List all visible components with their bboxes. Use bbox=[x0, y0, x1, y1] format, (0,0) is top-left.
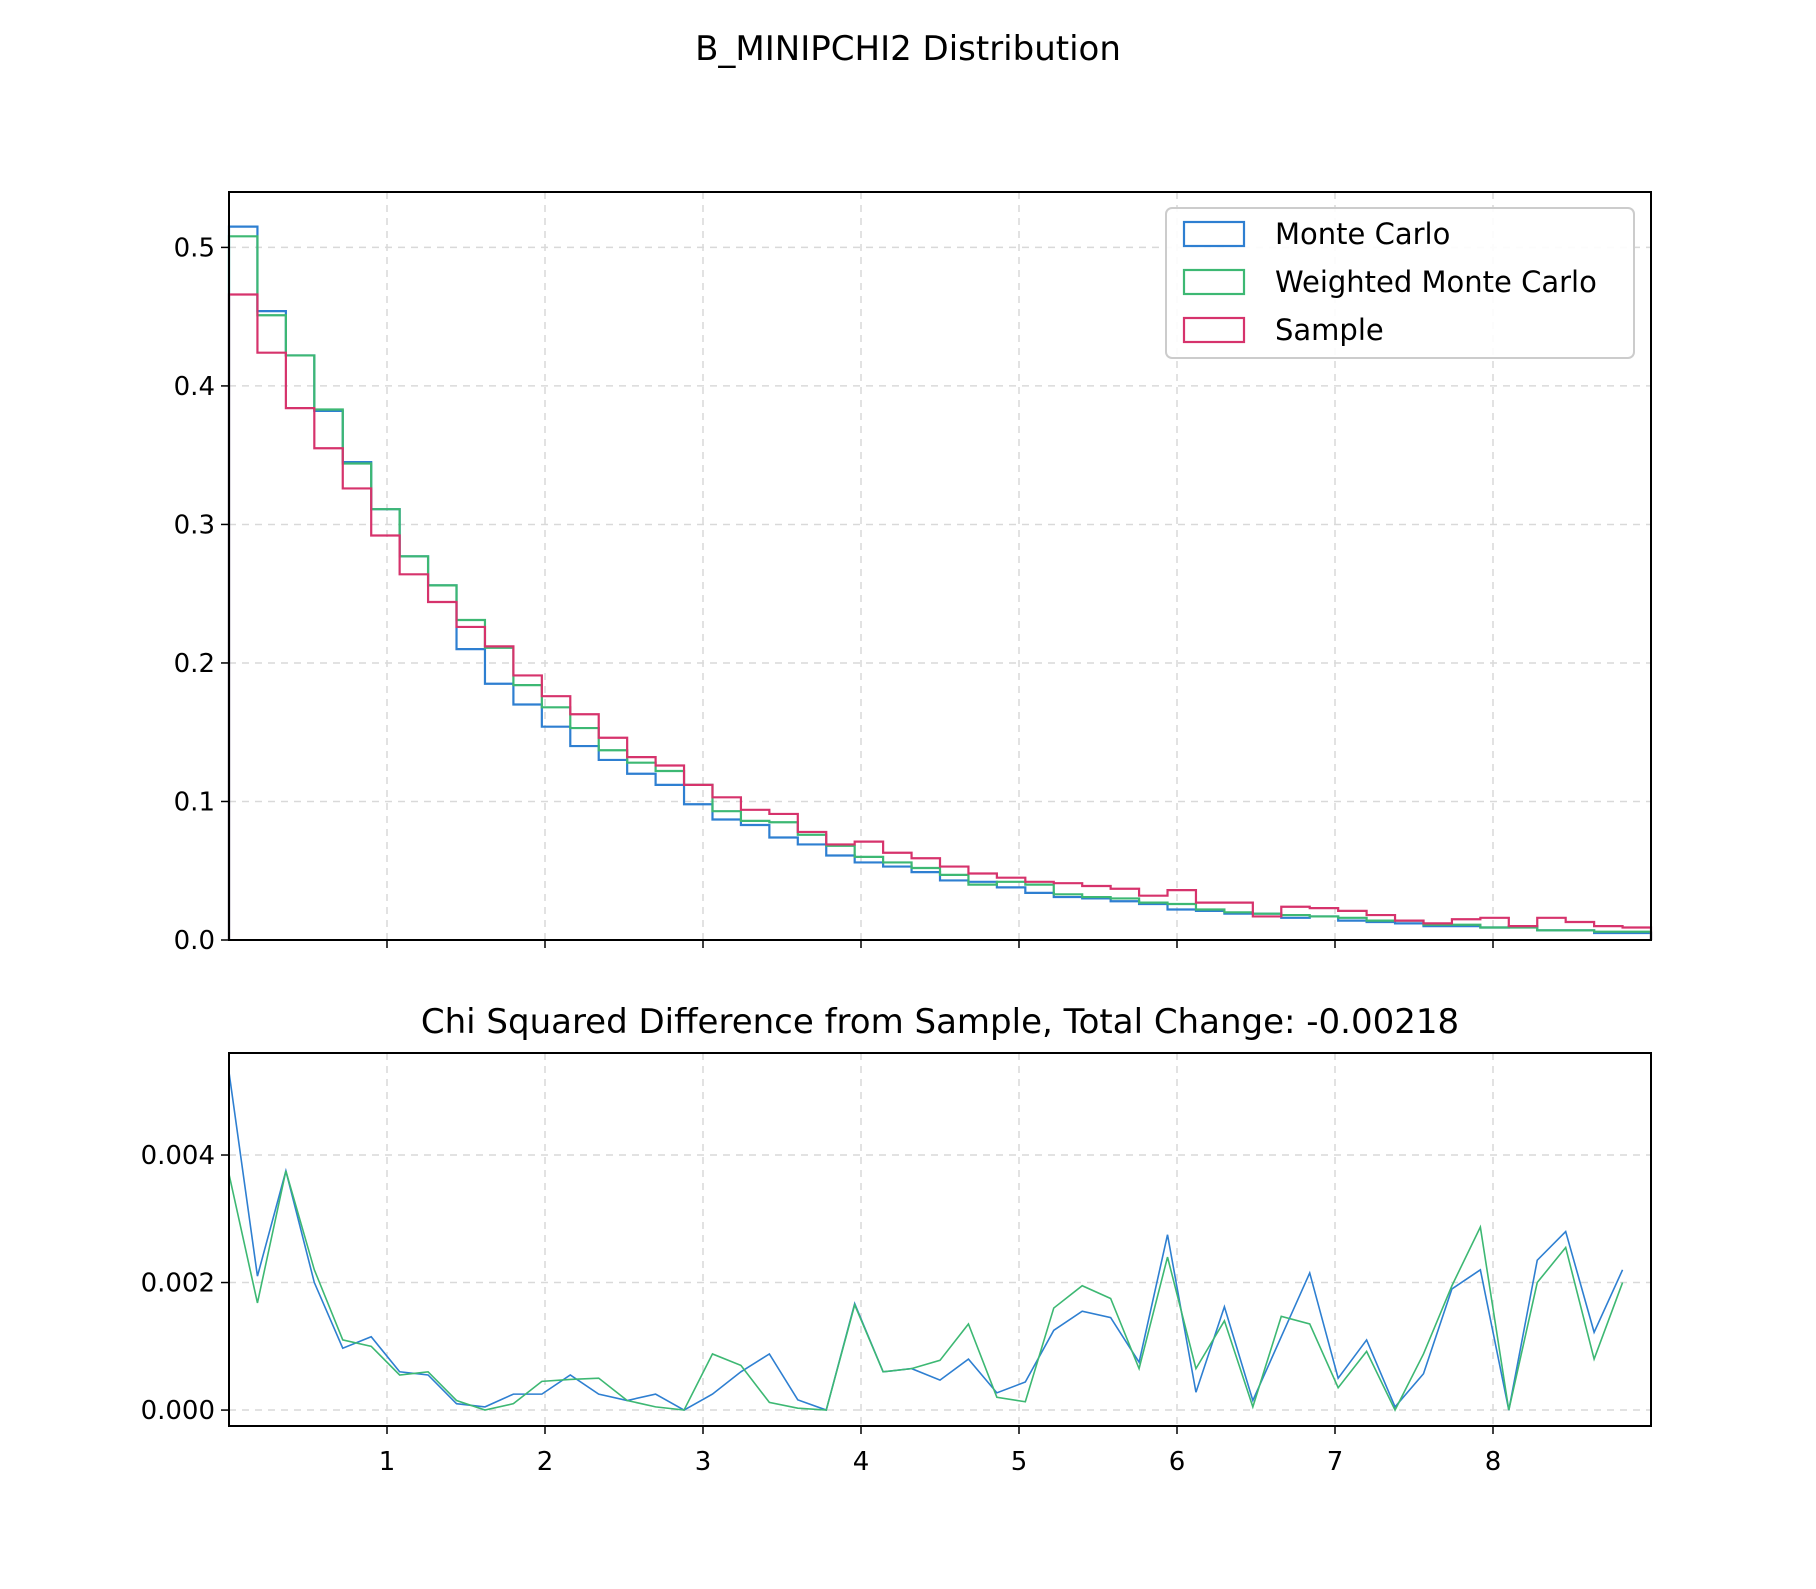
histogram-y-tick-label: 0.0 bbox=[174, 926, 215, 956]
chi-squared-x-tick-label: 4 bbox=[853, 1447, 870, 1477]
legend-swatch bbox=[1182, 268, 1246, 296]
legend-box bbox=[1165, 207, 1635, 359]
histogram-series-group bbox=[227, 225, 1653, 940]
chi-squared-x-tick-label: 5 bbox=[1011, 1447, 1028, 1477]
chi-squared-x-tick-label: 2 bbox=[537, 1447, 554, 1477]
chi-squared-y-tick-label: 0.000 bbox=[141, 1396, 215, 1426]
chi-squared-x-tick-label: 7 bbox=[1327, 1447, 1344, 1477]
histogram-y-tick-label: 0.5 bbox=[174, 233, 215, 263]
chi-squared-y-ticks: 0.000 0.002 0.004 bbox=[141, 1141, 229, 1426]
chi-squared-panel: Chi Squared Difference from Sample, Tota… bbox=[141, 1002, 1652, 1477]
chi-squared-axes-frame bbox=[228, 1052, 1652, 1427]
chi-squared-x-tick-label: 1 bbox=[379, 1447, 396, 1477]
histogram-y-ticks: 0.0 0.1 0.2 0.3 0.4 0.5 bbox=[174, 233, 229, 956]
histogram-x-tick-marks bbox=[386, 940, 1494, 948]
chi-squared-x-tick-label: 8 bbox=[1485, 1447, 1502, 1477]
chi-squared-y-tick-label: 0.002 bbox=[141, 1269, 215, 1299]
chi-squared-series-group bbox=[228, 1072, 1624, 1412]
chi-squared-y-tick-label: 0.004 bbox=[141, 1141, 215, 1171]
figure-title: B_MINIPCHI2 Distribution bbox=[695, 29, 1121, 69]
histogram-axes-frame bbox=[228, 191, 1652, 941]
legend-swatch bbox=[1182, 316, 1246, 344]
chi-squared-series-weighted-monte-carlo bbox=[228, 1170, 1624, 1412]
chi-squared-grid bbox=[229, 1053, 1651, 1426]
histogram-y-tick-label: 0.1 bbox=[174, 787, 215, 817]
histogram-series-weighted-monte-carlo bbox=[227, 235, 1653, 940]
legend-label: Monte Carlo bbox=[1275, 217, 1450, 251]
histogram-y-tick-label: 0.3 bbox=[174, 510, 215, 540]
legend-label: Sample bbox=[1275, 313, 1384, 347]
legend: Monte Carlo Weighted Monte Carlo Sample bbox=[1165, 207, 1635, 359]
chi-squared-x-tick-label: 6 bbox=[1169, 1447, 1186, 1477]
chi-squared-series-monte-carlo bbox=[228, 1072, 1624, 1412]
histogram-series-sample bbox=[227, 293, 1653, 940]
histogram-y-tick-label: 0.4 bbox=[174, 372, 215, 402]
chi-squared-x-tick-label: 3 bbox=[695, 1447, 712, 1477]
histogram-y-tick-label: 0.2 bbox=[174, 649, 215, 679]
legend-swatch bbox=[1182, 220, 1246, 248]
histogram-panel: 0.0 0.1 0.2 0.3 0.4 0.5 Monte Carlo Weighted M… bbox=[174, 191, 1653, 956]
legend-label: Weighted Monte Carlo bbox=[1275, 265, 1597, 299]
chi-squared-title: Chi Squared Difference from Sample, Tota… bbox=[421, 1002, 1459, 1042]
chi-squared-x-ticks: 1 2 3 4 5 6 7 8 bbox=[379, 1426, 1502, 1477]
